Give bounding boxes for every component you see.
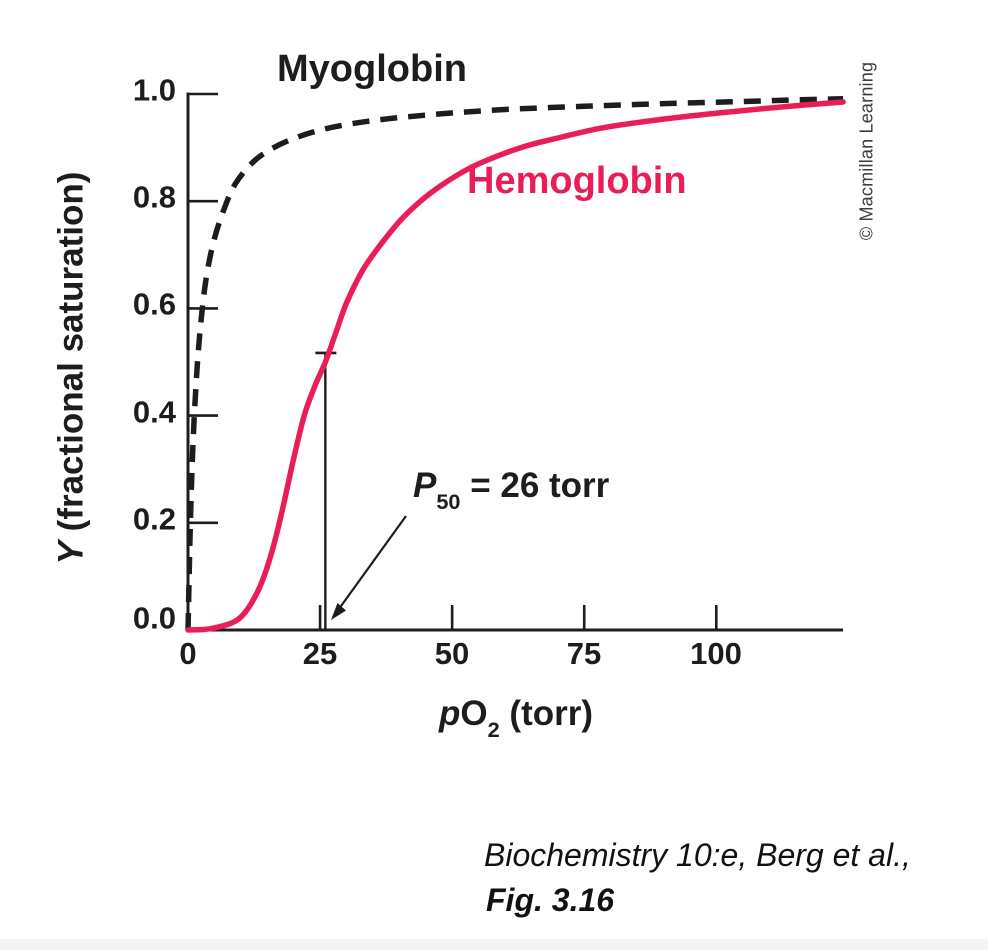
x-tick-label: 0 bbox=[179, 636, 197, 671]
x-axis-title: pO2 (torr) bbox=[439, 694, 593, 740]
hemoglobin-curve bbox=[185, 99, 846, 633]
y-tick-label: 0.6 bbox=[132, 286, 176, 322]
copyright-note: © Macmillan Learning bbox=[856, 61, 877, 241]
caption-figure-number: Fig. 3.16 bbox=[486, 882, 615, 918]
x-axis-title-symbol: p bbox=[439, 694, 461, 733]
x-tick-label: 75 bbox=[566, 636, 602, 671]
y-axis-title-text: (fractional saturation) bbox=[51, 171, 91, 542]
caption-source: Biochemistry 10:e, Berg et al., bbox=[484, 837, 911, 873]
y-axis-title-symbol: Y bbox=[51, 541, 91, 565]
p50-subscript: 50 bbox=[436, 488, 461, 514]
myoglobin-curve bbox=[185, 96, 844, 631]
y-tick-label: 0.4 bbox=[132, 394, 176, 430]
y-tick-label: 1.0 bbox=[132, 72, 176, 108]
p50-arrowhead bbox=[331, 603, 346, 620]
y-axis-title: Y (fractional saturation) bbox=[51, 171, 91, 565]
y-tick-label: 0.8 bbox=[132, 179, 176, 215]
p50-symbol: P bbox=[413, 466, 437, 505]
p50-value: = 26 torr bbox=[460, 466, 610, 505]
p50-annotation: P50 = 26 torr bbox=[413, 466, 610, 512]
hemoglobin-label: Hemoglobin bbox=[467, 160, 687, 202]
x-tick-label: 25 bbox=[302, 636, 338, 671]
myoglobin-label: Myoglobin bbox=[277, 48, 467, 90]
y-tick-label: 0.2 bbox=[132, 501, 176, 537]
x-tick-label: 100 bbox=[690, 636, 742, 671]
x-axis-title-element: O bbox=[460, 694, 488, 733]
p50-arrow-line bbox=[335, 515, 407, 614]
x-axis-title-subscript: 2 bbox=[487, 716, 500, 742]
bottom-band bbox=[0, 939, 988, 950]
x-axis-title-unit: (torr) bbox=[499, 694, 593, 733]
y-tick-label: 0.0 bbox=[132, 600, 176, 636]
ticks-group bbox=[188, 92, 718, 630]
x-tick-label: 50 bbox=[434, 636, 470, 671]
